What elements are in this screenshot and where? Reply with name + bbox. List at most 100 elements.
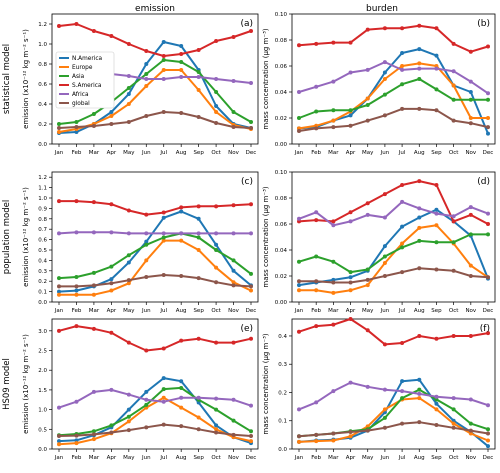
y-tick-label: 0.02 <box>275 274 287 280</box>
data-point <box>74 120 79 124</box>
data-point <box>314 109 319 114</box>
data-point <box>249 81 253 85</box>
data-point <box>417 66 422 71</box>
data-point <box>231 35 236 39</box>
data-point <box>417 333 422 338</box>
data-point <box>231 110 236 114</box>
y-tick-label: 0.3 <box>278 362 287 368</box>
data-point <box>417 387 422 392</box>
series-global <box>297 420 490 439</box>
data-point <box>179 60 184 64</box>
data-point <box>126 86 131 90</box>
data-point <box>417 266 422 271</box>
data-point <box>434 401 439 406</box>
data-point <box>417 391 422 396</box>
data-point <box>249 439 253 444</box>
data-point <box>214 427 219 432</box>
data-point <box>161 235 166 240</box>
data-point <box>161 387 166 392</box>
data-point <box>331 219 336 224</box>
y-tick-label: 0.0 <box>38 447 47 453</box>
series-asia <box>297 232 490 275</box>
data-point <box>144 402 149 407</box>
axes-frame <box>51 171 259 303</box>
data-point <box>417 238 422 243</box>
data-point <box>365 267 370 272</box>
y-tick-label: 0.1 <box>278 419 287 425</box>
data-point <box>161 68 166 72</box>
data-point <box>231 258 236 263</box>
x-tick-label: Sep <box>193 308 204 314</box>
x-tick-label: Jun <box>380 150 390 156</box>
y-tick-label: 0.08 <box>275 196 288 202</box>
data-point <box>161 376 166 381</box>
x-tick-label: Mar <box>328 150 339 156</box>
data-point <box>314 210 319 215</box>
data-point <box>109 288 114 293</box>
data-point <box>451 421 456 426</box>
series-global <box>57 110 253 130</box>
data-point <box>179 379 184 384</box>
data-point <box>57 434 61 438</box>
panel-d: 0.00 0.02 0.04 0.06 0.08 0.10 Jan Feb Mar Apr May J… <box>262 170 496 314</box>
series-line <box>59 239 252 296</box>
data-point <box>249 126 253 130</box>
data-point <box>91 429 96 434</box>
data-point <box>249 29 253 33</box>
data-point <box>468 121 473 126</box>
data-point <box>365 27 370 32</box>
data-point <box>57 130 61 134</box>
data-point <box>486 222 490 226</box>
x-tick-label: Mar <box>89 150 100 156</box>
data-point <box>400 64 405 68</box>
series-line <box>58 59 252 125</box>
y-tick-label: 0.10 <box>275 170 288 176</box>
data-point <box>144 348 149 353</box>
data-point <box>231 268 236 273</box>
data-point <box>126 281 131 286</box>
panel-label: (c) <box>241 177 253 187</box>
data-point <box>231 280 236 285</box>
data-point <box>249 403 253 408</box>
data-point <box>434 66 439 71</box>
series-europe <box>57 238 253 297</box>
data-point <box>109 202 114 207</box>
data-point <box>144 239 149 244</box>
data-point <box>91 326 96 331</box>
series-samerica <box>297 179 490 226</box>
data-point <box>434 336 439 341</box>
y-tick-label: 0.04 <box>275 90 288 96</box>
x-tick-label: Dec <box>246 455 257 461</box>
data-point <box>126 419 131 424</box>
data-point <box>214 242 219 247</box>
data-point <box>214 248 219 252</box>
data-point <box>400 106 405 111</box>
data-point <box>126 208 131 213</box>
data-point <box>214 340 219 345</box>
x-tick-label: Feb <box>311 455 321 461</box>
data-point <box>331 322 336 327</box>
data-point <box>126 231 131 236</box>
panel-label: (d) <box>477 177 490 187</box>
data-point <box>468 333 473 338</box>
x-tick-label: Nov <box>465 150 476 156</box>
data-point <box>434 183 439 187</box>
data-point <box>196 427 201 432</box>
data-point <box>74 292 79 297</box>
data-point <box>451 333 456 338</box>
data-point <box>214 77 219 81</box>
y-tick-label: 0.2 <box>38 122 47 128</box>
data-point <box>91 200 96 205</box>
y-axis-label: mass concentration (μg m⁻³) <box>262 28 270 130</box>
data-point <box>179 111 184 115</box>
y-tick-label: 0.6 <box>38 238 47 244</box>
data-point <box>214 231 219 236</box>
data-point <box>231 125 236 129</box>
data-point <box>144 425 149 430</box>
data-point <box>382 387 387 392</box>
data-point <box>161 54 166 58</box>
y-tick-label: 0.08 <box>275 38 288 44</box>
series-line <box>58 377 252 445</box>
data-point <box>196 231 201 236</box>
data-point <box>382 254 387 259</box>
